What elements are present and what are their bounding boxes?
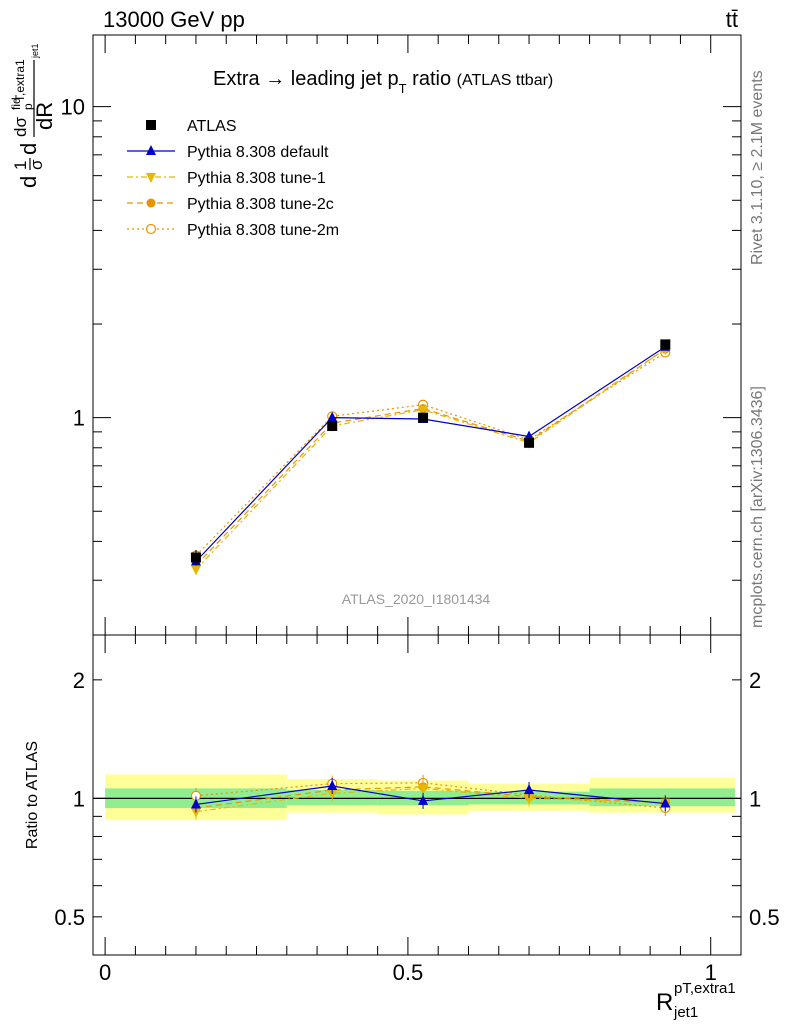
svg-text:jet1: jet1 — [673, 1004, 698, 1021]
ratio-point — [660, 797, 671, 808]
x-tick-label: 1 — [705, 960, 717, 985]
svg-text:dR: dR — [32, 102, 57, 130]
analysis-label: ATLAS_2020_I1801434 — [342, 591, 491, 607]
x-tick-label: 0.5 — [393, 960, 424, 985]
ratio-series-pythia-8-308-default — [190, 777, 671, 813]
y-tick-label-right: 1 — [749, 786, 761, 811]
chart-title: Extra → leading jet pT ratio (ATLAS ttba… — [213, 68, 553, 96]
ratio-point — [418, 794, 429, 805]
y-tick-label: 1 — [73, 406, 85, 431]
svg-text:fid: fid — [9, 97, 23, 110]
legend: ATLAS Pythia 8.308 default Pythia 8.308 tu… — [127, 118, 339, 239]
legend-item: Pythia 8.308 tune-1 — [127, 170, 326, 187]
svg-text:d: d — [16, 143, 41, 155]
series-pythia-8-308-tune-2c — [191, 344, 670, 570]
series-pythia-8-308-tune-2m — [190, 347, 671, 561]
legend-item: ATLAS — [146, 118, 237, 135]
legend-label: Pythia 8.308 tune-2c — [187, 196, 334, 213]
series-line — [195, 346, 666, 562]
ratio-point — [418, 784, 429, 795]
legend-item: Pythia 8.308 default — [127, 144, 329, 161]
svg-text:d: d — [16, 176, 41, 188]
svg-text:jet1: jet1 — [30, 43, 40, 59]
ratio-y-axis-label: Ratio to ATLAS — [24, 741, 41, 849]
legend-item: Pythia 8.308 tune-2m — [127, 222, 339, 239]
ratio-point — [190, 798, 201, 809]
series-line — [195, 348, 666, 570]
main-y-axis-label: d 1 σ d dσ fid p T,extra1 jet1 dR — [9, 43, 57, 188]
ratio-point — [524, 784, 535, 795]
series-pythia-8-308-tune-1 — [190, 345, 671, 576]
x-axis-label: R pT,extra1 jet1 — [656, 980, 736, 1021]
ratio-panel: 0.5 0.5 1 1 2 2 0 0.5 1 Ratio to ATLAS R pT,extr… — [24, 634, 780, 1021]
data-point — [524, 437, 535, 448]
y-tick-label-right: 2 — [749, 668, 761, 693]
svg-text:T,extra1: T,extra1 — [13, 59, 27, 102]
uncertainty-band-stat — [589, 788, 735, 807]
svg-text:pT,extra1: pT,extra1 — [674, 980, 736, 997]
legend-marker — [146, 145, 156, 155]
svg-text:σ: σ — [27, 159, 46, 170]
legend-label: ATLAS — [187, 118, 237, 135]
ratio-point — [190, 807, 201, 818]
legend-label: Pythia 8.308 tune-2m — [187, 222, 339, 239]
series-line — [195, 348, 666, 566]
legend-marker — [146, 120, 156, 130]
rivet-version-label: Rivet 3.1.10, ≥ 2.1M events — [749, 70, 766, 265]
ratio-point — [327, 779, 338, 790]
data-point — [327, 420, 338, 431]
svg-text:dσ: dσ — [11, 117, 30, 137]
data-point — [418, 412, 429, 423]
mcplots-label: mcplots.cern.ch [arXiv:1306.3436] — [749, 386, 766, 628]
legend-marker — [146, 198, 156, 208]
main-panel: 1 10 Extra → leading jet pT ratio (ATLAS … — [9, 34, 742, 636]
legend-marker — [146, 173, 156, 183]
svg-text:1: 1 — [11, 161, 30, 170]
y-tick-label: 2 — [73, 668, 85, 693]
ratio-point — [524, 794, 535, 805]
svg-text:p: p — [21, 103, 35, 110]
legend-label: Pythia 8.308 default — [187, 144, 329, 161]
ratio-frame — [92, 634, 742, 956]
series-line — [195, 351, 666, 557]
data-point — [660, 339, 671, 350]
series-pythia-8-308-default — [190, 340, 671, 566]
process-label: tt̄ — [726, 7, 738, 32]
ratio-line — [195, 782, 666, 809]
legend-marker — [145, 223, 157, 235]
y-tick-label-right: 0.5 — [749, 905, 780, 930]
collision-label: 13000 GeV pp — [103, 7, 245, 32]
series-atlas — [190, 339, 671, 566]
y-tick-label: 0.5 — [54, 905, 85, 930]
legend-item: Pythia 8.308 tune-2c — [127, 196, 334, 213]
legend-label: Pythia 8.308 tune-1 — [187, 170, 326, 187]
data-point — [418, 405, 429, 416]
svg-text:R: R — [656, 989, 673, 1016]
data-point — [190, 565, 201, 576]
ratio-line — [195, 786, 666, 809]
y-tick-label: 10 — [61, 95, 85, 120]
ratio-point — [327, 789, 338, 800]
data-point — [327, 411, 338, 422]
y-tick-label: 1 — [73, 786, 85, 811]
data-point — [190, 552, 201, 563]
x-tick-label: 0 — [99, 960, 111, 985]
